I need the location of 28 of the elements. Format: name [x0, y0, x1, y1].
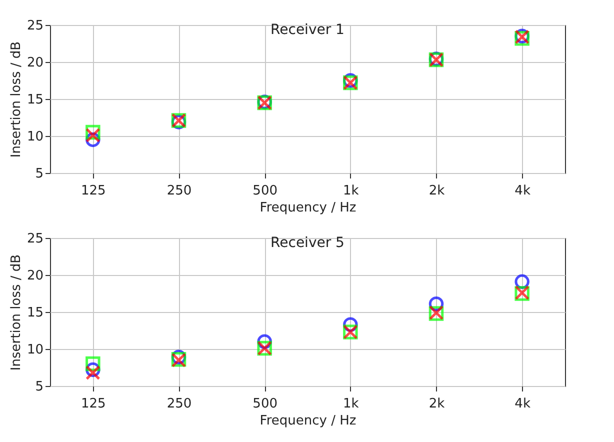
x-tick-label: 500: [252, 396, 278, 412]
y-tick-label: 10: [26, 342, 44, 358]
x-tick-label: 500: [252, 184, 278, 198]
x-tick-label: 125: [81, 184, 106, 198]
y-axis-title: Insertion loss / dB: [8, 254, 24, 371]
x-axis-title: Frequency / Hz: [260, 414, 356, 428]
y-tick-label: 20: [26, 268, 44, 284]
y-axis-title: Insertion loss / dB: [8, 41, 24, 158]
x-tick-label: 1k: [343, 396, 360, 412]
y-tick-label: 15: [26, 306, 44, 320]
chart-title: Receiver 5: [270, 235, 344, 251]
x-tick-label: 250: [166, 396, 192, 412]
y-tick-label: 5: [35, 380, 44, 394]
y-tick-label: 25: [26, 232, 44, 246]
y-tick-label: 15: [26, 92, 44, 108]
chart-title: Receiver 1: [270, 22, 344, 38]
x-tick-label: 2k: [428, 396, 446, 412]
y-tick-label: 5: [35, 166, 44, 182]
x-tick-label: 250: [166, 184, 192, 198]
x-tick-label: 4k: [514, 184, 531, 198]
x-tick-label: 1k: [343, 184, 360, 198]
y-tick-label: 20: [26, 56, 44, 70]
x-axis-title: Frequency / Hz: [260, 200, 356, 216]
y-tick-label: 25: [26, 18, 44, 34]
x-tick-label: 2k: [428, 184, 446, 198]
y-tick-label: 10: [26, 130, 44, 144]
x-tick-label: 4k: [514, 396, 531, 412]
x-tick-label: 125: [81, 396, 106, 412]
